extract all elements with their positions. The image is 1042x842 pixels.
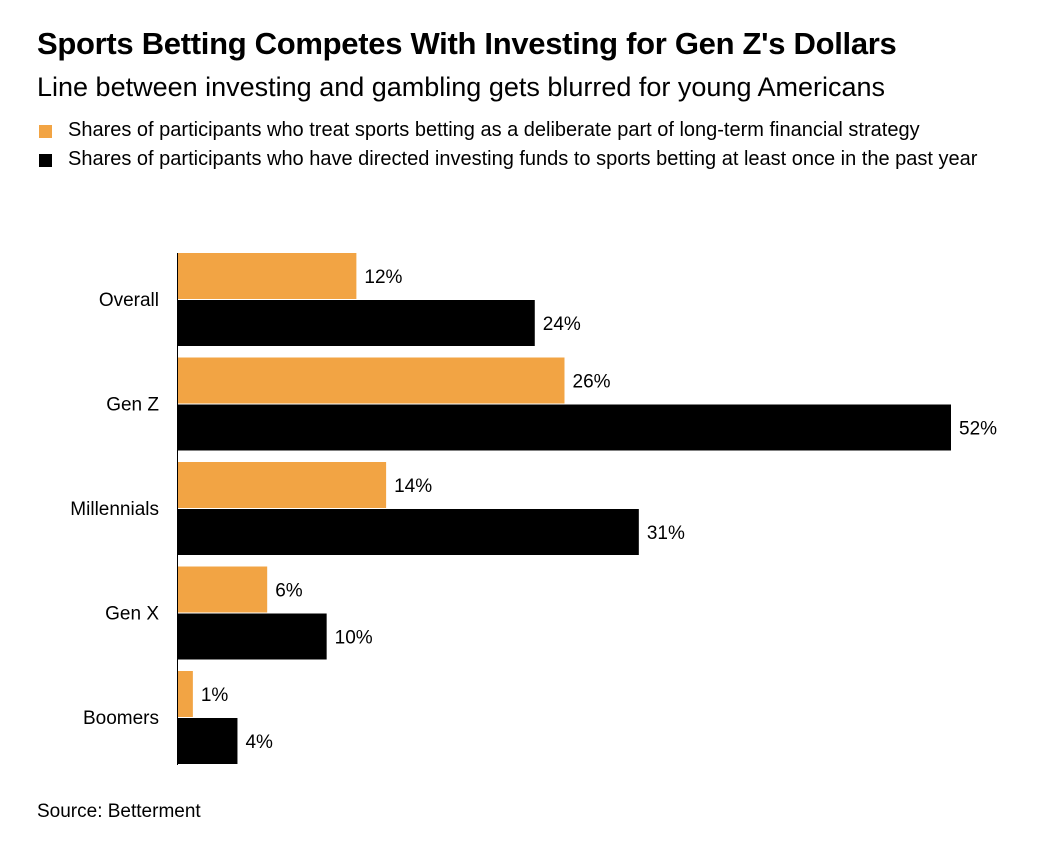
bar-boomers-series-1 [178, 671, 193, 717]
data-label-gen-z-series-1: 26% [573, 372, 611, 393]
bar-millennials-series-1 [178, 462, 387, 508]
chart-subtitle: Line between investing and gambling gets… [37, 72, 886, 102]
legend-swatch-series-2 [39, 154, 52, 167]
bar-overall-series-2 [178, 300, 535, 346]
legend-label-series-2: Shares of participants who have directed… [68, 148, 978, 170]
category-label-millennials: Millennials [70, 499, 159, 520]
legend-swatch-series-1 [39, 125, 52, 138]
source-note: Source: Betterment [37, 801, 201, 822]
legend: Shares of participants who treat sports … [37, 118, 1017, 176]
category-label-gen-x: Gen X [105, 604, 159, 625]
data-label-overall-series-1: 12% [364, 267, 402, 288]
category-label-boomers: Boomers [83, 708, 159, 729]
category-label-gen-z: Gen Z [106, 395, 159, 416]
bar-overall-series-1 [178, 253, 357, 299]
bar-gen-z-series-2 [178, 404, 951, 451]
chart-title: Sports Betting Competes With Investing f… [37, 26, 897, 61]
bar-boomers-series-2 [178, 718, 238, 764]
data-label-boomers-series-2: 4% [245, 732, 273, 753]
data-label-millennials-series-2: 31% [647, 523, 685, 544]
data-label-millennials-series-1: 14% [394, 476, 432, 497]
category-label-overall: Overall [99, 290, 159, 311]
bar-gen-x-series-1 [178, 566, 268, 613]
data-label-gen-x-series-2: 10% [335, 628, 373, 649]
data-label-boomers-series-1: 1% [201, 685, 229, 706]
bar-gen-x-series-2 [178, 613, 327, 660]
data-label-overall-series-2: 24% [543, 314, 581, 335]
legend-item-series-2: Shares of participants who have directed… [37, 147, 1017, 172]
data-label-gen-x-series-1: 6% [275, 581, 303, 602]
legend-label-series-1: Shares of participants who treat sports … [68, 119, 920, 141]
data-label-gen-z-series-2: 52% [959, 419, 997, 440]
legend-item-series-1: Shares of participants who treat sports … [37, 118, 1017, 143]
bar-millennials-series-2 [178, 509, 639, 555]
bar-gen-z-series-1 [178, 357, 565, 404]
